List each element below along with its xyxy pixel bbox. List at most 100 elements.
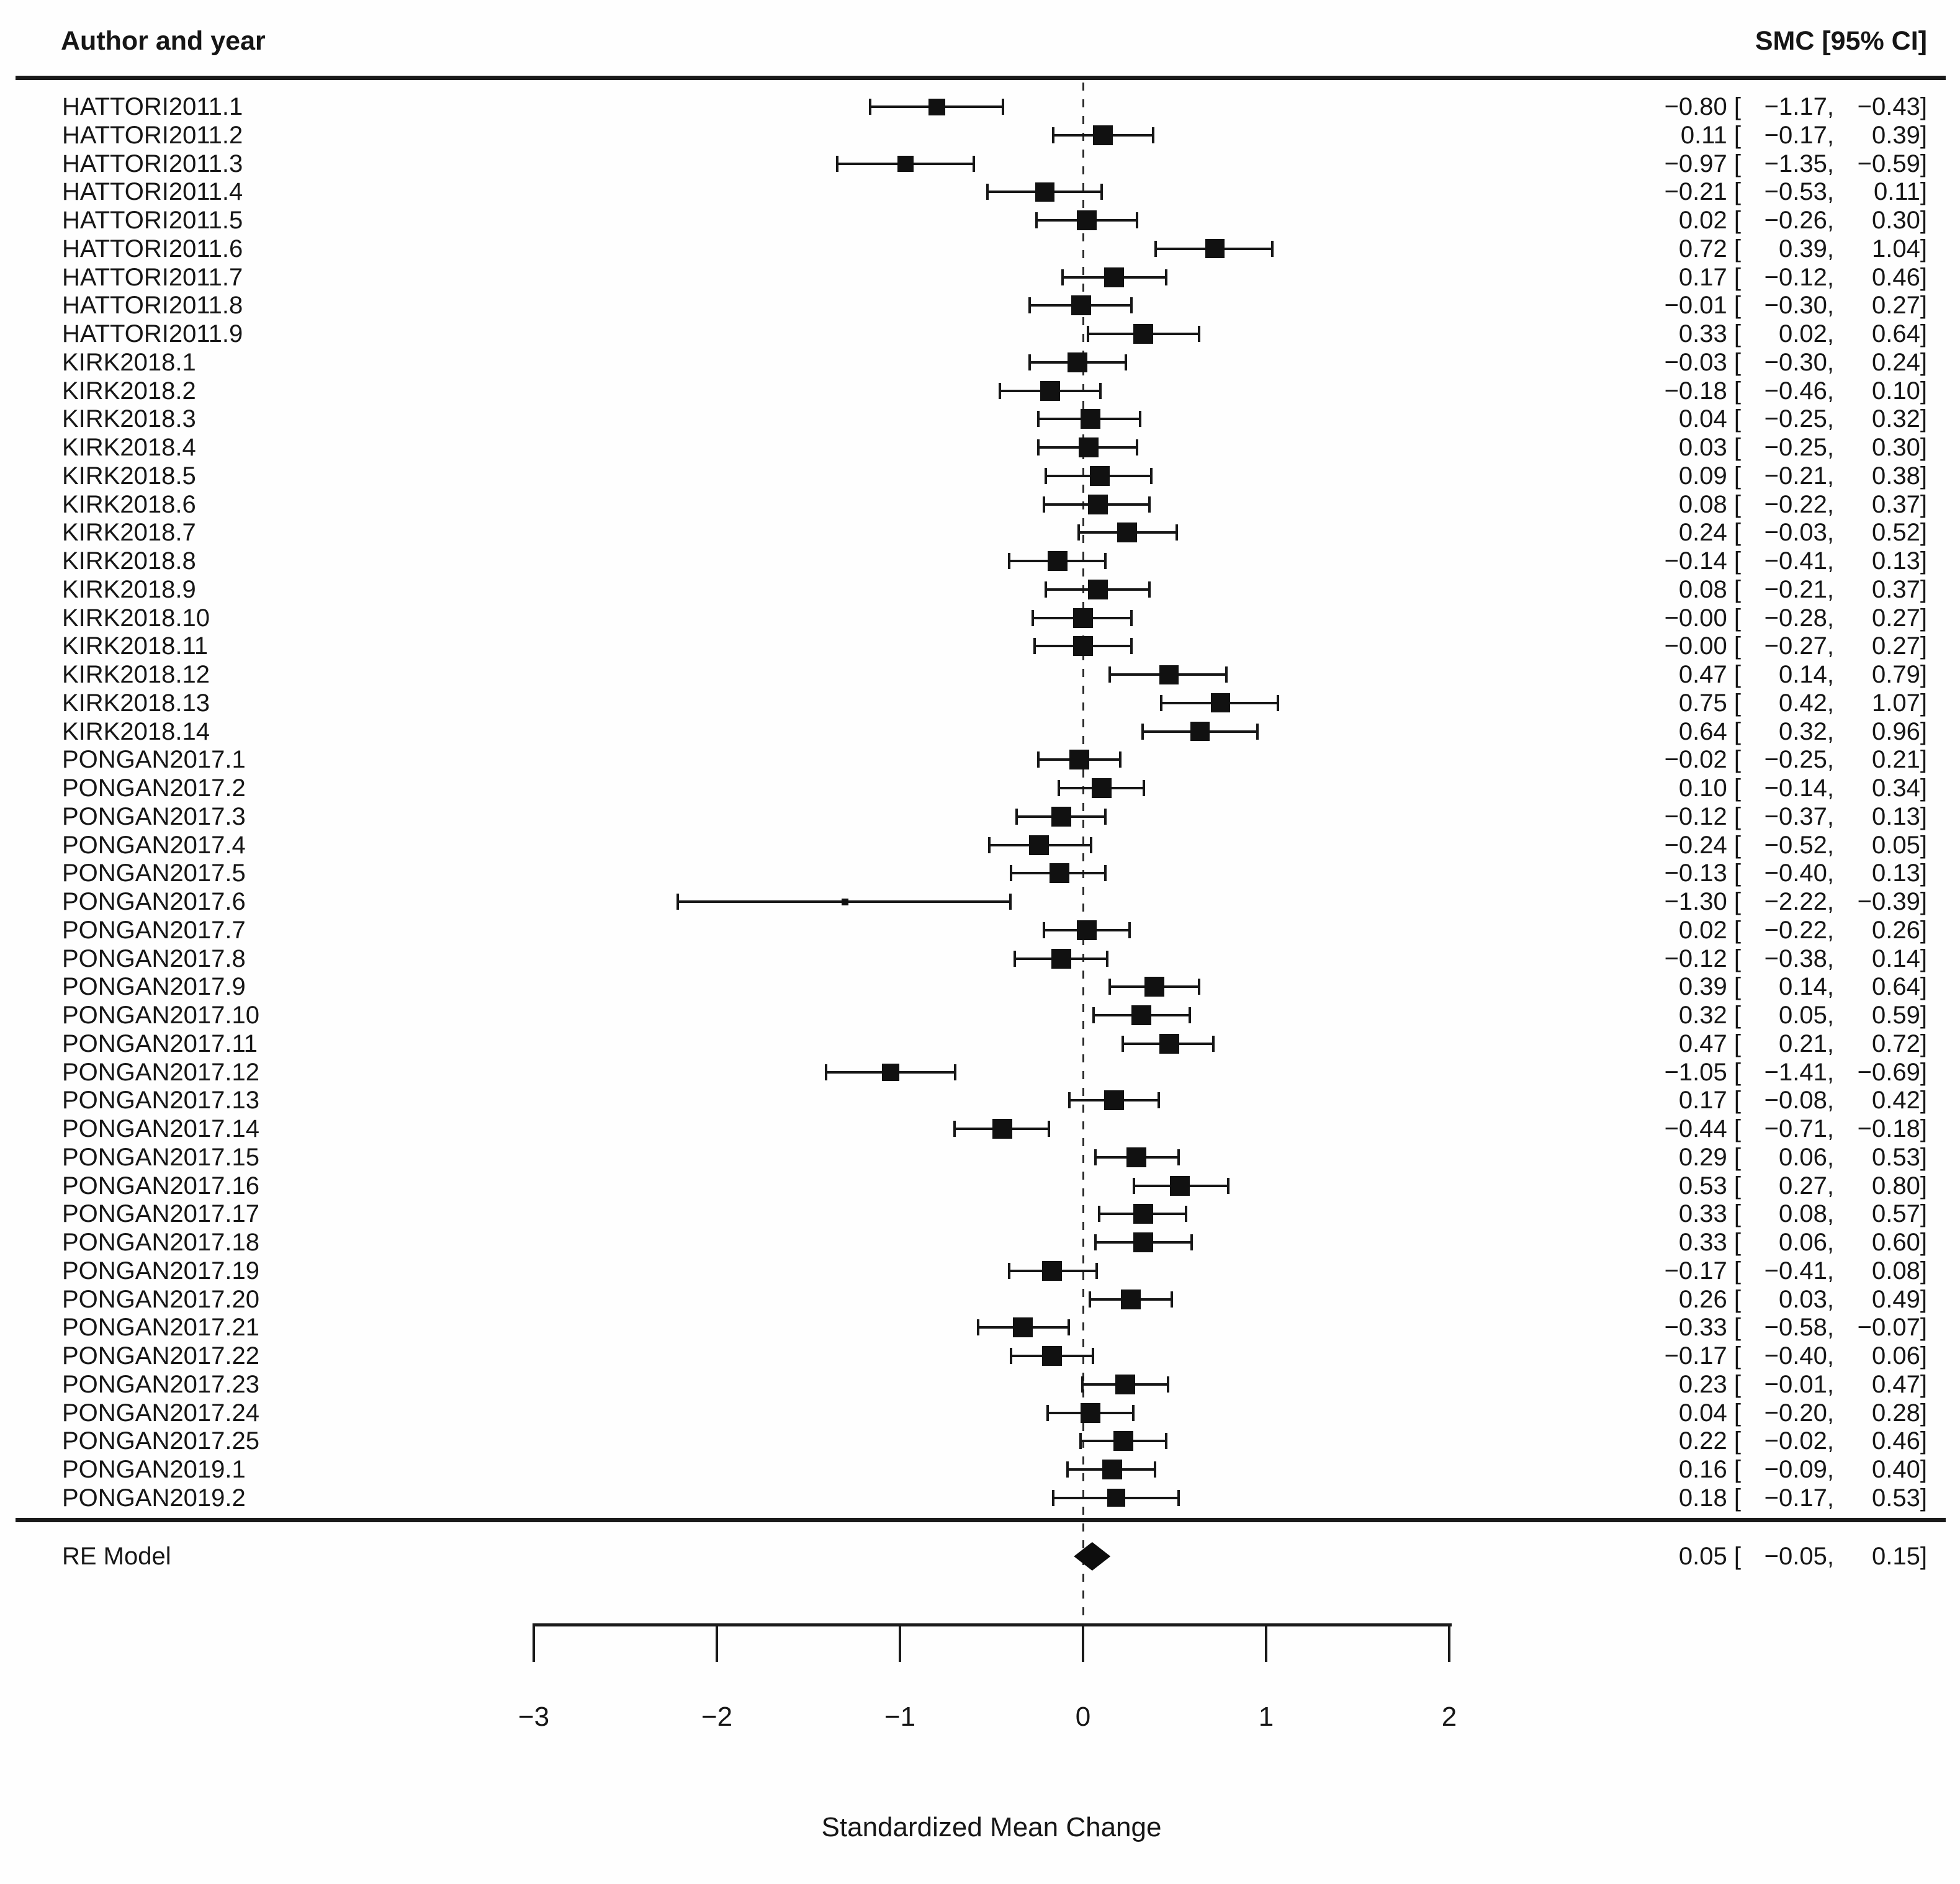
- ci-cap-lower: [1068, 1092, 1071, 1109]
- estimate-value: 0.23 [: [1678, 1370, 1741, 1398]
- study-smc-value: 0.64 [0.32, 0.96]: [1623, 717, 1927, 746]
- ci-upper-value: 0.27]: [1872, 632, 1927, 660]
- ci-upper-value: −0.59]: [1857, 150, 1927, 177]
- ci-upper-value: 0.57]: [1872, 1200, 1927, 1228]
- ci-upper-value: 0.32]: [1872, 405, 1927, 433]
- study-smc-value: 0.17 [−0.08, 0.42]: [1623, 1086, 1927, 1115]
- point-estimate-square: [1076, 210, 1097, 230]
- point-estimate-square: [1071, 295, 1092, 316]
- study-smc-value: −0.97 [−1.35, −0.59]: [1623, 150, 1927, 178]
- point-estimate-square: [1102, 1460, 1123, 1479]
- ci-upper-value: 0.28]: [1872, 1399, 1927, 1427]
- ci-upper-value: −0.43]: [1857, 93, 1927, 120]
- ci-cap-lower: [1159, 694, 1162, 711]
- zero-reference-line: [1082, 83, 1084, 1623]
- point-estimate-square: [1089, 465, 1110, 486]
- study-smc-value: 0.03 [−0.25, 0.30]: [1623, 433, 1927, 462]
- study-smc-value: 0.72 [0.39, 1.04]: [1623, 235, 1927, 263]
- study-label: PONGAN2017.20: [62, 1285, 259, 1313]
- estimate-value: 0.64 [: [1678, 717, 1741, 745]
- ci-cap-upper: [1139, 411, 1142, 428]
- study-label: HATTORI2011.1: [62, 93, 243, 120]
- study-label: HATTORI2011.8: [62, 292, 243, 320]
- study-smc-value: −0.12 [−0.38, 0.14]: [1623, 944, 1927, 973]
- ci-cap-lower: [1066, 1461, 1069, 1478]
- point-estimate-square: [882, 1063, 900, 1081]
- study-label: PONGAN2017.25: [62, 1427, 259, 1455]
- point-estimate-square: [1080, 409, 1100, 429]
- study-smc-value: −0.24 [−0.52, 0.05]: [1623, 831, 1927, 859]
- study-label: PONGAN2017.16: [62, 1172, 259, 1200]
- study-label: KIRK2018.1: [62, 348, 196, 376]
- ci-lower-value: 0.14,: [1779, 661, 1834, 688]
- study-label: KIRK2018.12: [62, 661, 210, 688]
- ci-lower-value: 0.21,: [1779, 1029, 1834, 1057]
- ci-upper-value: 0.37]: [1872, 575, 1927, 603]
- ci-cap-lower: [1028, 297, 1031, 314]
- ci-upper-value: 0.60]: [1872, 1229, 1927, 1256]
- study-smc-value: 0.29 [0.06, 0.53]: [1623, 1143, 1927, 1172]
- x-axis-tick: [899, 1623, 901, 1662]
- ci-lower-value: −0.03,: [1764, 519, 1834, 547]
- study-label: KIRK2018.8: [62, 547, 196, 575]
- ci-upper-value: 0.06]: [1872, 1342, 1927, 1370]
- column-header-author: Author and year: [61, 26, 266, 56]
- ci-lower-value: −0.17,: [1764, 1484, 1834, 1512]
- ci-cap-lower: [1015, 808, 1018, 825]
- ci-upper-value: −0.39]: [1857, 888, 1927, 915]
- ci-cap-lower: [1092, 1007, 1095, 1023]
- study-label: KIRK2018.9: [62, 575, 196, 603]
- point-estimate-square: [1159, 665, 1179, 684]
- study-smc-value: 0.10 [−0.14, 0.34]: [1623, 774, 1927, 802]
- ci-lower-value: −0.52,: [1764, 831, 1834, 859]
- point-estimate-square: [1133, 324, 1154, 344]
- ci-lower-value: 0.06,: [1779, 1229, 1834, 1256]
- study-smc-value: 0.08 [−0.22, 0.37]: [1623, 490, 1927, 519]
- study-smc-value: 0.47 [0.14, 0.79]: [1623, 660, 1927, 689]
- ci-lower-value: −2.22,: [1764, 888, 1834, 915]
- summary-label: RE Model: [62, 1543, 171, 1570]
- point-estimate-square: [992, 1119, 1013, 1139]
- point-estimate-square: [1104, 267, 1125, 287]
- ci-cap-upper: [1164, 1433, 1167, 1450]
- study-label: HATTORI2011.6: [62, 235, 243, 262]
- ci-cap-upper: [1212, 1035, 1215, 1052]
- ci-lower-value: −1.17,: [1764, 93, 1834, 120]
- ci-cap-upper: [1135, 212, 1138, 228]
- ci-cap-lower: [1013, 950, 1016, 967]
- ci-cap-lower: [1032, 609, 1035, 626]
- ci-cap-upper: [1197, 326, 1200, 342]
- study-label: KIRK2018.5: [62, 462, 196, 490]
- ci-cap-lower: [677, 894, 680, 910]
- ci-cap-lower: [1097, 1206, 1100, 1222]
- ci-upper-value: 0.38]: [1872, 462, 1927, 490]
- ci-lower-value: −0.41,: [1764, 547, 1834, 575]
- ci-cap-upper: [1154, 1461, 1156, 1478]
- study-label: PONGAN2017.4: [62, 831, 246, 859]
- ci-upper-value: −0.18]: [1857, 1115, 1927, 1142]
- study-smc-value: 0.33 [0.06, 0.60]: [1623, 1228, 1927, 1257]
- ci-lower-value: −0.71,: [1764, 1115, 1834, 1142]
- ci-upper-value: 0.96]: [1872, 717, 1927, 745]
- estimate-value: 0.33 [: [1678, 1200, 1741, 1228]
- point-estimate-square: [1035, 182, 1054, 202]
- study-smc-value: −1.05 [−1.41, −0.69]: [1623, 1058, 1927, 1087]
- study-smc-value: 0.04 [−0.20, 0.28]: [1623, 1399, 1927, 1427]
- study-label: PONGAN2017.19: [62, 1257, 259, 1285]
- ci-lower-value: 0.02,: [1779, 320, 1834, 348]
- ci-lower-value: −0.08,: [1764, 1087, 1834, 1115]
- ci-cap-lower: [1037, 411, 1040, 428]
- ci-cap-lower: [1094, 1234, 1097, 1250]
- study-label: HATTORI2011.7: [62, 263, 243, 291]
- x-axis-tick: [1448, 1623, 1450, 1662]
- study-label: PONGAN2017.12: [62, 1058, 259, 1086]
- point-estimate-square: [1104, 1090, 1125, 1111]
- study-label: HATTORI2011.5: [62, 207, 243, 234]
- estimate-value: −1.30 [: [1664, 888, 1741, 915]
- ci-upper-value: 0.30]: [1872, 434, 1927, 461]
- estimate-value: 0.08 [: [1678, 575, 1741, 603]
- point-estimate-square: [1133, 1232, 1154, 1252]
- ci-upper-value: 0.15]: [1872, 1543, 1927, 1570]
- study-smc-value: −0.18 [−0.46, 0.10]: [1623, 377, 1927, 405]
- study-smc-value: −1.30 [ −2.22, −0.39]: [1623, 887, 1927, 916]
